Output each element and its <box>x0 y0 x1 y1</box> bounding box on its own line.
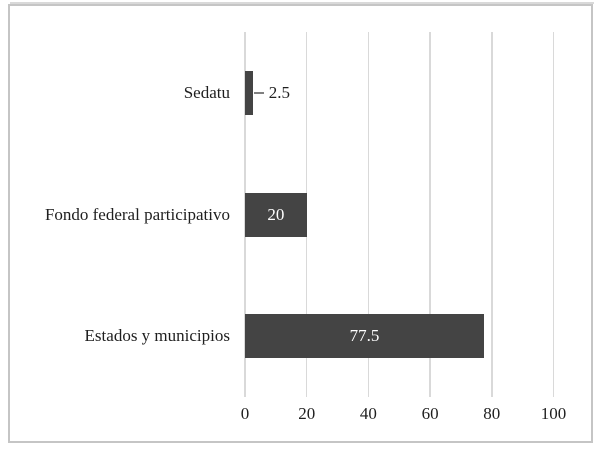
x-axis-tick-label: 20 <box>298 404 316 423</box>
value-label: 2.5 <box>268 82 290 102</box>
bar <box>245 192 307 237</box>
x-axis-tick-label: 0 <box>240 404 250 423</box>
gridline <box>367 32 370 397</box>
x-axis-tick-label: 100 <box>540 404 567 423</box>
bar <box>245 70 253 115</box>
top-rule <box>10 2 594 4</box>
value-label: 77.5 <box>349 326 380 346</box>
category-label: Fondo federal participativo <box>44 204 230 224</box>
x-axis-tick-label: 60 <box>421 404 439 423</box>
gridline <box>305 32 308 397</box>
gridline <box>552 32 555 397</box>
category-label: Estados y municipios <box>84 326 230 346</box>
x-axis-tick-label: 80 <box>483 404 501 423</box>
gridline <box>491 32 493 397</box>
category-label: Sedatu <box>183 82 230 102</box>
x-axis-tick-label: 40 <box>359 404 377 423</box>
leader-line <box>253 91 264 94</box>
value-label: 20 <box>267 204 285 224</box>
bar <box>245 314 485 359</box>
gridline <box>429 32 431 397</box>
